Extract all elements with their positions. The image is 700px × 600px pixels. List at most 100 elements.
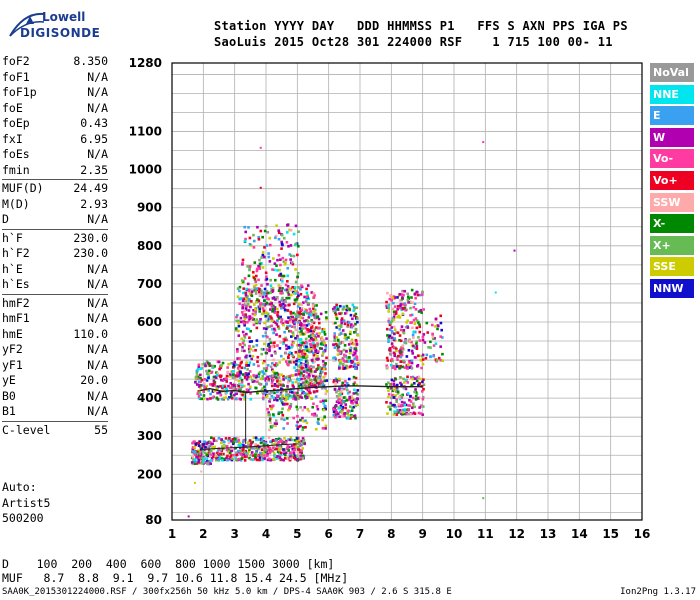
echo-point [239, 371, 243, 375]
echo-point [247, 372, 250, 375]
echo-point [195, 452, 199, 456]
echo-point [343, 383, 347, 387]
echo-point [236, 348, 239, 351]
echo-point [345, 412, 349, 415]
param-value: 0.43 [80, 116, 108, 130]
echo-point [414, 377, 417, 381]
echo-point [400, 383, 403, 386]
echo-point [248, 340, 252, 343]
echo-point [309, 323, 313, 327]
echo-point [308, 350, 311, 354]
echo-point [278, 379, 282, 383]
echo-point [273, 422, 277, 425]
echo-point [195, 375, 198, 379]
echo-point [299, 393, 302, 397]
echo-point [283, 402, 286, 406]
echo-point [240, 378, 244, 382]
echo-point [419, 358, 423, 362]
header-line1: Station YYYY DAY DDD HHMMSS P1 FFS S AXN… [214, 19, 628, 33]
echo-point [238, 357, 241, 360]
x-tick-label: 11 [477, 527, 494, 541]
echo-point [301, 408, 305, 412]
echo-point [414, 296, 417, 300]
echo-point [279, 387, 283, 390]
echo-point [221, 379, 225, 382]
echo-point [300, 388, 304, 392]
echo-point [211, 384, 215, 387]
echo-point [418, 330, 422, 334]
echo-point [403, 366, 407, 369]
echo-point [237, 384, 241, 388]
echo-point [267, 377, 271, 381]
echo-point [244, 445, 247, 448]
echo-point [398, 334, 402, 337]
echo-point [312, 341, 315, 345]
param-value: 230.0 [73, 246, 108, 260]
echo-point [282, 384, 285, 387]
echo-point [278, 440, 282, 443]
echo-point [256, 298, 259, 301]
echo-point [317, 327, 320, 330]
echo-point [282, 375, 285, 378]
echo-point [279, 390, 283, 394]
echo-point [343, 322, 347, 326]
echo-point [334, 415, 337, 419]
echo-point [309, 314, 313, 317]
logo-line2: DIGISONDE [20, 26, 101, 40]
echo-point [312, 296, 316, 299]
echo-point [304, 337, 308, 341]
echo-point [236, 357, 239, 360]
echo-point [234, 374, 238, 377]
echo-point [281, 277, 284, 280]
echo-point [239, 398, 243, 401]
echo-point [322, 363, 326, 367]
echo-point [346, 356, 349, 360]
echo-point [214, 385, 218, 388]
echo-point [261, 266, 265, 269]
echo-point [343, 366, 347, 370]
echo-point [215, 389, 218, 393]
echo-point [211, 366, 214, 369]
echo-point [248, 317, 251, 321]
echo-point [235, 319, 238, 323]
echo-point [402, 331, 406, 335]
echo-point [312, 329, 316, 333]
echo-point [398, 367, 401, 370]
echo-point [343, 414, 347, 418]
echo-point [341, 356, 345, 360]
echo-point [335, 394, 339, 398]
echo-point [234, 456, 237, 460]
echo-point [265, 394, 269, 398]
echo-point [322, 350, 325, 354]
param-row-hf2: h`F2 230.0 [2, 246, 108, 262]
echo-point [350, 409, 354, 412]
echo-point [319, 400, 323, 403]
echo-point [236, 437, 240, 440]
echo-point [279, 451, 283, 455]
echo-point [311, 374, 315, 378]
echo-point [325, 379, 329, 382]
echo-point [256, 355, 260, 359]
echo-point [262, 443, 266, 447]
echo-point [285, 296, 288, 300]
echo-point [288, 438, 292, 442]
echo-point [248, 265, 252, 268]
echo-point [307, 409, 311, 413]
echo-point [287, 293, 291, 296]
echo-point [277, 382, 281, 386]
echo-point [391, 366, 395, 369]
echo-point [251, 458, 255, 462]
echo-point [297, 384, 301, 388]
echo-point [230, 362, 233, 365]
echo-point [324, 392, 328, 396]
echo-point [209, 462, 213, 466]
echo-point [406, 412, 410, 416]
echo-point [283, 330, 286, 334]
echo-point [416, 293, 420, 297]
echo-point [304, 394, 307, 398]
echo-point [280, 401, 284, 404]
echo-point [252, 363, 256, 366]
echo-point [406, 367, 410, 370]
echo-point [304, 368, 308, 371]
